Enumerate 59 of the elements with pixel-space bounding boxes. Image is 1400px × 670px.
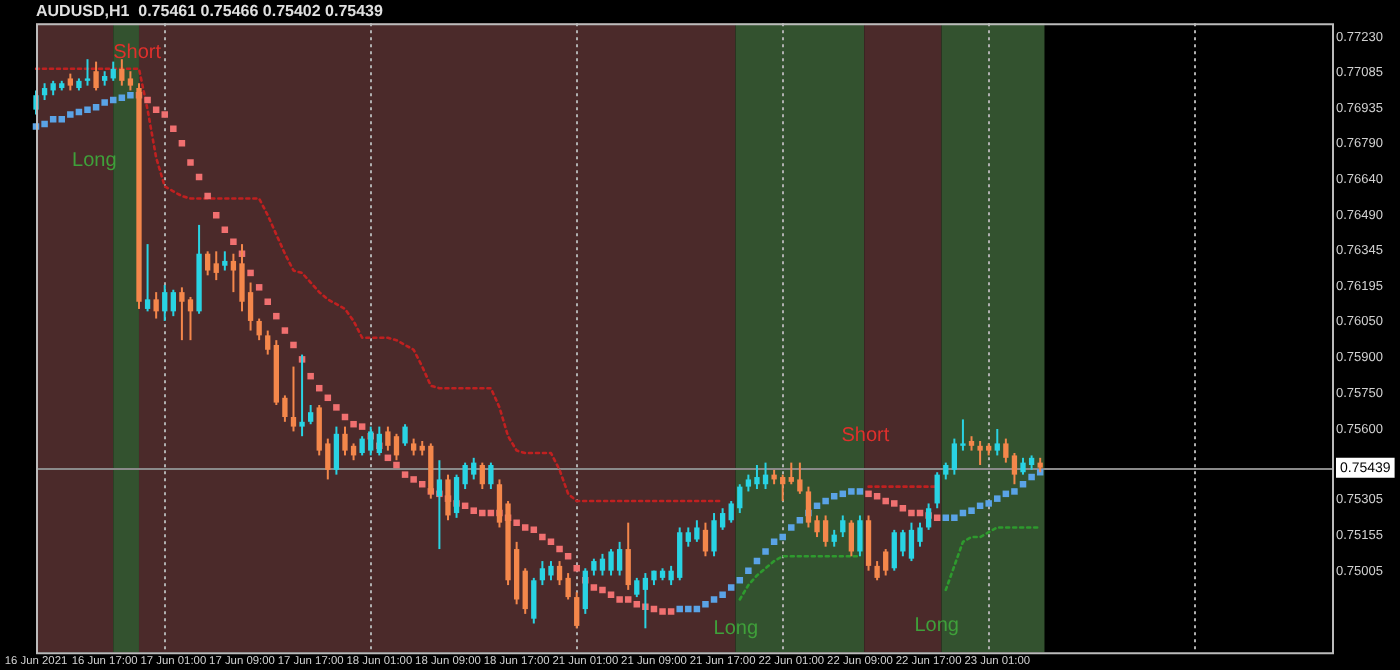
candlestick <box>479 461 485 491</box>
candlestick <box>170 288 176 318</box>
candlestick <box>256 317 262 342</box>
candlestick <box>857 514 863 558</box>
annotation: Long <box>72 149 117 172</box>
candlestick <box>908 521 915 563</box>
candlestick <box>393 432 400 462</box>
candlestick <box>531 576 537 625</box>
candlestick <box>840 514 846 539</box>
candlestick <box>93 60 99 92</box>
candlestick <box>574 591 580 630</box>
candlestick <box>539 560 546 587</box>
candlestick <box>848 519 855 558</box>
candlestick <box>865 514 872 572</box>
candlestick <box>522 567 528 615</box>
annotation: Short <box>113 41 162 64</box>
candlestick <box>694 519 700 543</box>
candlestick <box>179 286 185 342</box>
candlestick <box>187 295 194 342</box>
candlestick <box>977 440 983 467</box>
candlestick <box>162 283 168 322</box>
candlestick <box>754 464 760 491</box>
candlestick <box>230 252 237 294</box>
candlestick <box>213 250 219 282</box>
candlestick <box>634 576 640 599</box>
candlestick <box>265 329 271 356</box>
candlestick <box>307 403 314 426</box>
candlestick <box>205 250 211 277</box>
candlestick <box>84 58 91 87</box>
annotation: Short <box>841 425 890 448</box>
candlestick <box>711 512 717 558</box>
candlestick <box>994 428 1000 457</box>
candlestick <box>822 514 829 548</box>
candlestick <box>488 461 494 491</box>
annotation: Long <box>713 617 759 640</box>
candlestick <box>737 483 743 515</box>
candlestick <box>797 461 803 495</box>
candlestick <box>599 552 606 577</box>
candlestick <box>702 521 709 558</box>
annotation: Long <box>914 615 959 638</box>
candlestick <box>359 435 365 457</box>
candlestick <box>385 425 391 452</box>
candlestick <box>342 425 348 457</box>
candlestick <box>934 471 940 510</box>
candlestick <box>616 540 623 577</box>
candlestick <box>153 291 159 320</box>
candlestick <box>402 423 408 447</box>
candlestick <box>119 58 125 87</box>
chart-title: AUDUSD,H1 0.75461 0.75466 0.75402 0.75439 <box>36 2 385 21</box>
candlestick <box>951 437 958 476</box>
candlestick <box>548 560 554 582</box>
candlestick <box>565 572 571 601</box>
candlestick <box>625 521 631 591</box>
candlestick <box>333 425 340 476</box>
candlestick <box>290 365 297 433</box>
candlestick <box>127 70 134 92</box>
candlestick <box>222 250 228 272</box>
candlestick <box>608 548 614 577</box>
candlestick <box>144 243 151 313</box>
